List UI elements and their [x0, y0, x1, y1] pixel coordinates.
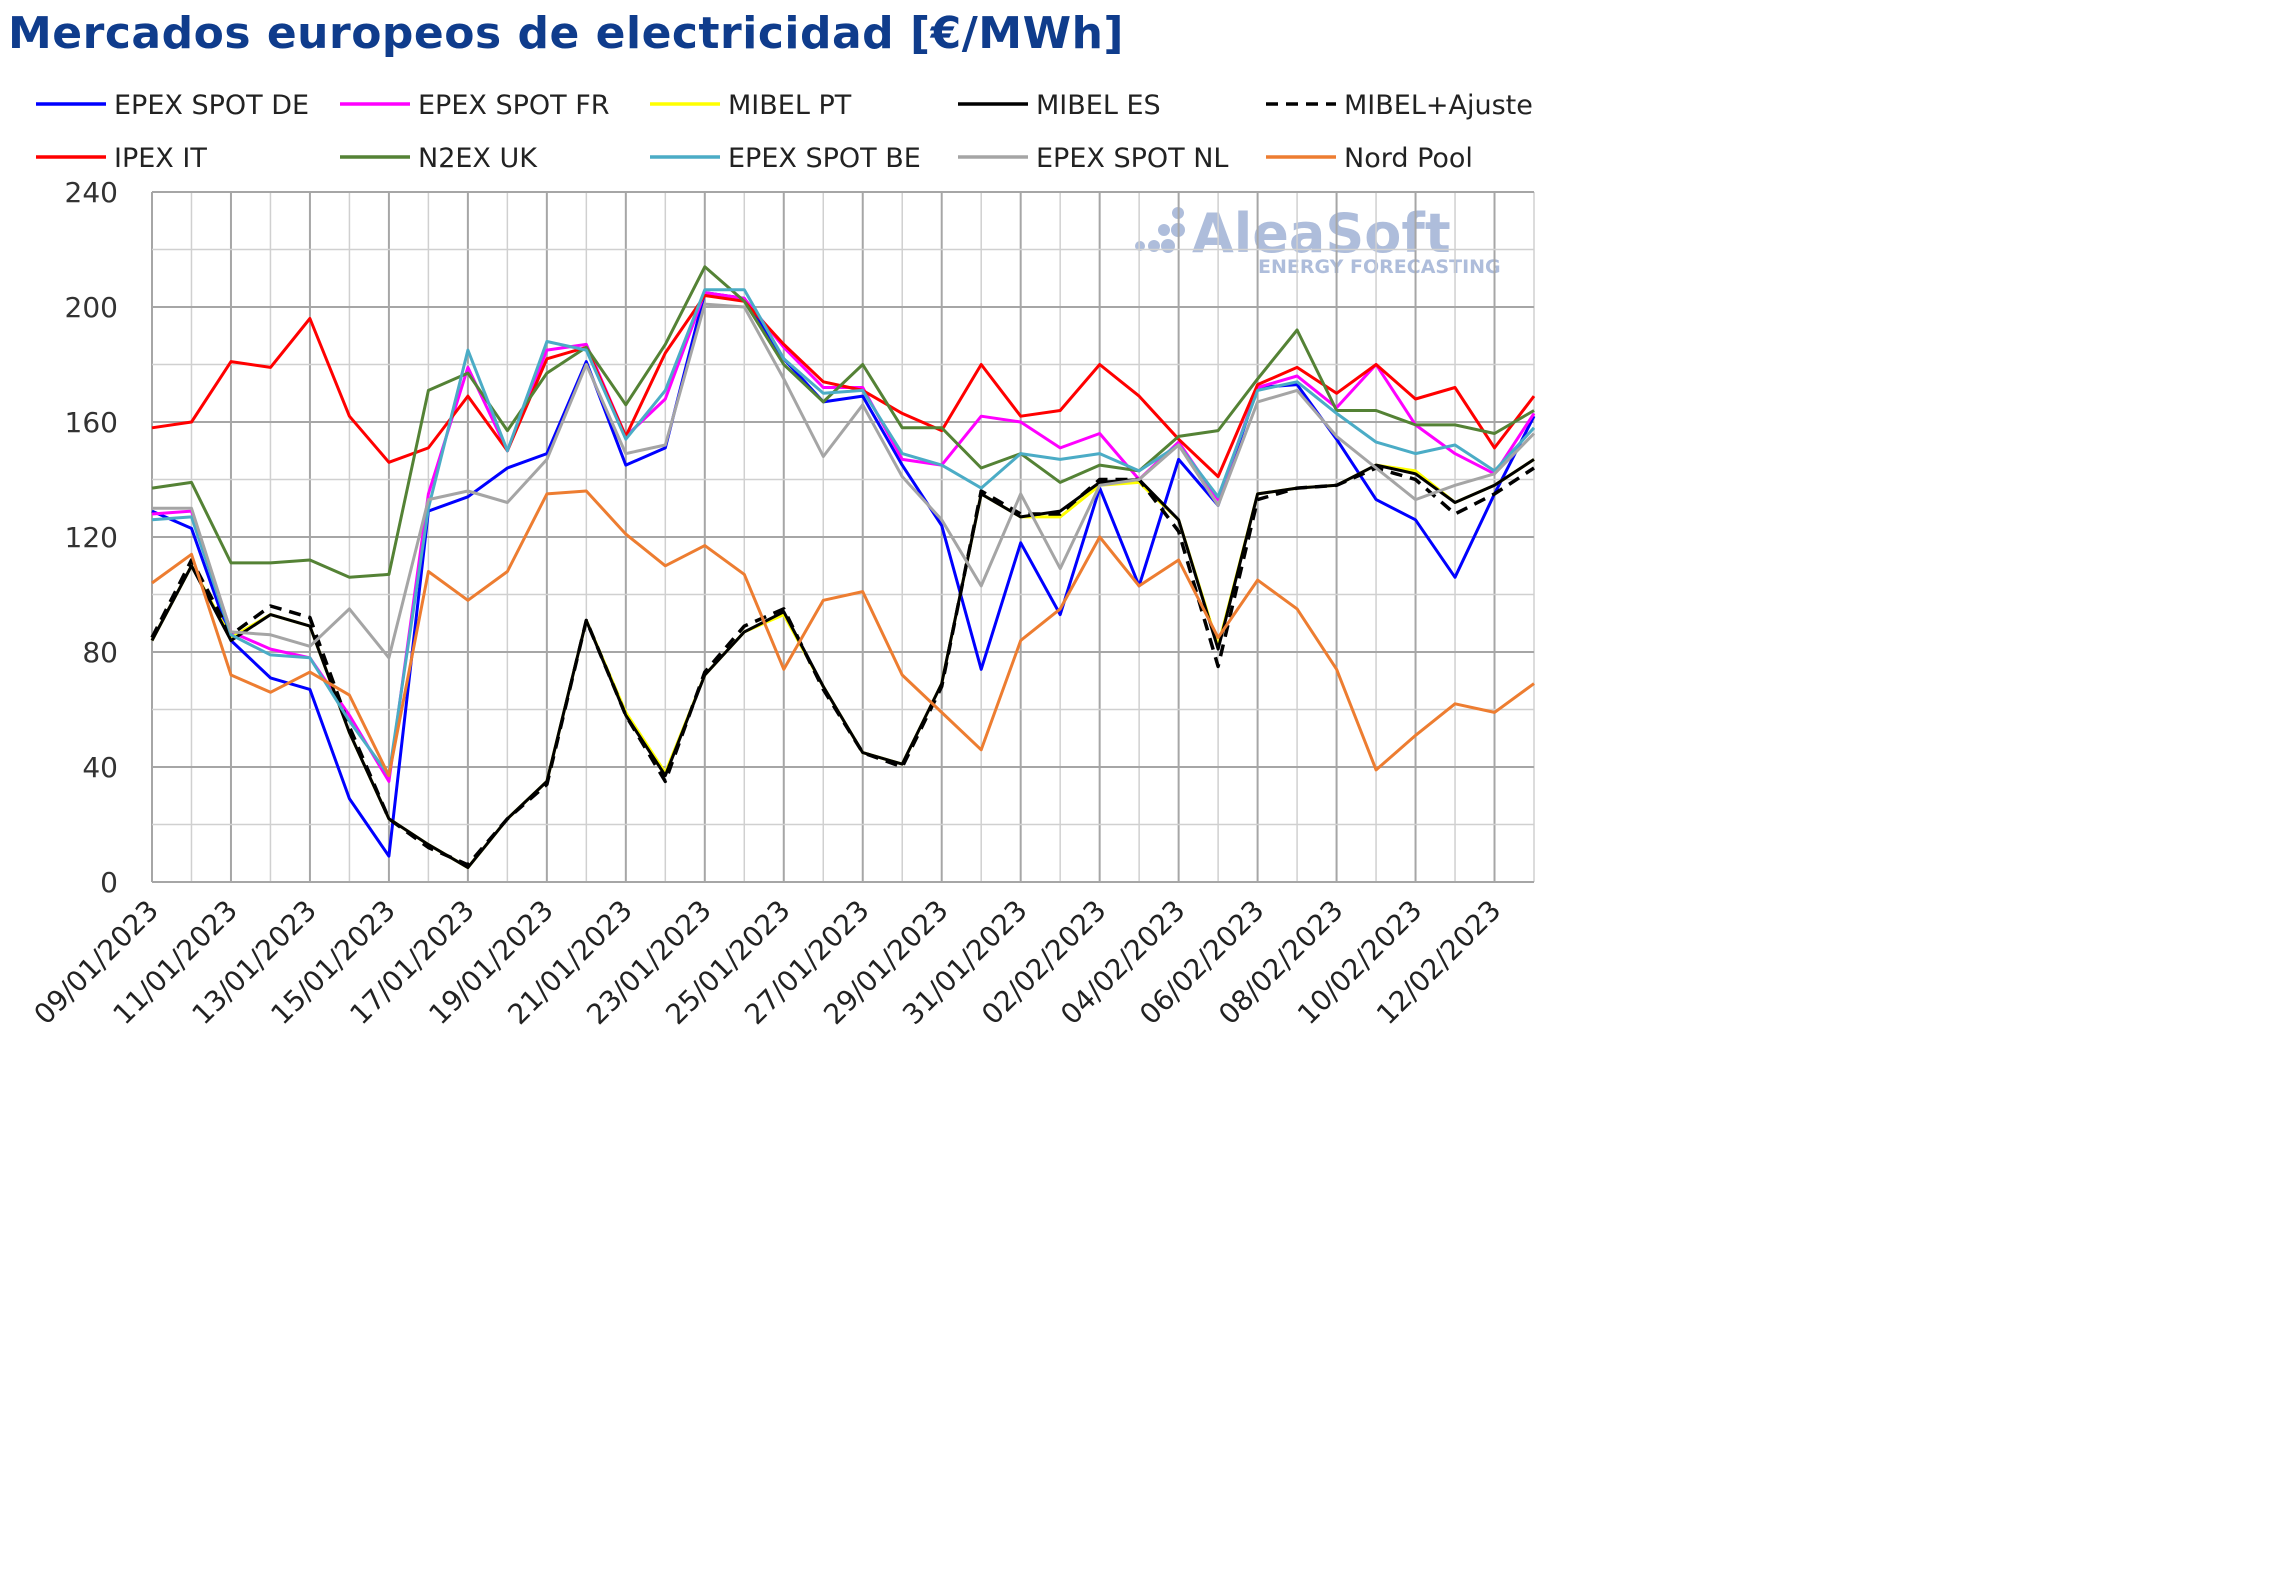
series-line-nord-pool: [151, 489, 1535, 778]
line-chart: EPEX SPOT DE EPEX SPOT FR MIBEL PT MIBEL ES…: [27, 90, 1536, 1031]
series-line-epex-spot-be: [151, 288, 1536, 778]
y-tick-label: 120: [65, 521, 118, 554]
y-tick-label: 160: [65, 406, 118, 439]
y-tick-label: 240: [65, 176, 118, 209]
y-axis-ticks: 0 40 80 120 160 200 240: [65, 176, 118, 899]
aleasoft-logo-dots-icon: [1135, 207, 1185, 253]
series-line-mibel-ajuste: [150, 466, 1535, 867]
y-tick-label: 40: [82, 751, 118, 784]
legend-label-mibel-pt: MIBEL PT: [728, 90, 852, 121]
legend-label-mibel-ajuste: MIBEL+Ajuste: [1344, 90, 1533, 121]
series-lines: [150, 265, 1536, 870]
legend-label-mibel-es: MIBEL ES: [1036, 90, 1161, 121]
series-line-n2ex-uk: [151, 265, 1535, 579]
aleasoft-watermark: AleaSoft ENERGY FORECASTING: [1135, 202, 1501, 278]
legend: EPEX SPOT DE EPEX SPOT FR MIBEL PT MIBEL ES…: [36, 90, 1533, 174]
watermark-brand: AleaSoft: [1192, 202, 1451, 265]
x-axis-ticks: 09/01/202311/01/202313/01/202315/01/2023…: [27, 894, 1507, 1031]
legend-label-epex-spot-nl: EPEX SPOT NL: [1036, 143, 1228, 174]
legend-label-nord-pool: Nord Pool: [1344, 143, 1473, 174]
grid: [151, 191, 1535, 883]
chart-title: Mercados europeos de electricidad [€/MWh…: [8, 8, 1125, 59]
legend-label-n2ex-uk: N2EX UK: [418, 143, 538, 174]
series-line-mibel-pt: [150, 458, 1535, 870]
y-tick-label: 200: [65, 291, 118, 324]
series-line-mibel-es: [150, 458, 1535, 870]
legend-label-ipex-it: IPEX IT: [114, 143, 207, 174]
series-line-ipex-it: [151, 294, 1536, 479]
watermark-tagline: ENERGY FORECASTING: [1258, 256, 1501, 278]
y-tick-label: 80: [82, 636, 118, 669]
series-line-epex-spot-de: [151, 291, 1536, 858]
legend-label-epex-spot-fr: EPEX SPOT FR: [418, 90, 610, 121]
legend-label-epex-spot-be: EPEX SPOT BE: [728, 143, 921, 174]
series-line-epex-spot-nl: [152, 302, 1536, 660]
legend-label-epex-spot-de: EPEX SPOT DE: [114, 90, 309, 121]
y-tick-label: 0: [100, 866, 118, 899]
